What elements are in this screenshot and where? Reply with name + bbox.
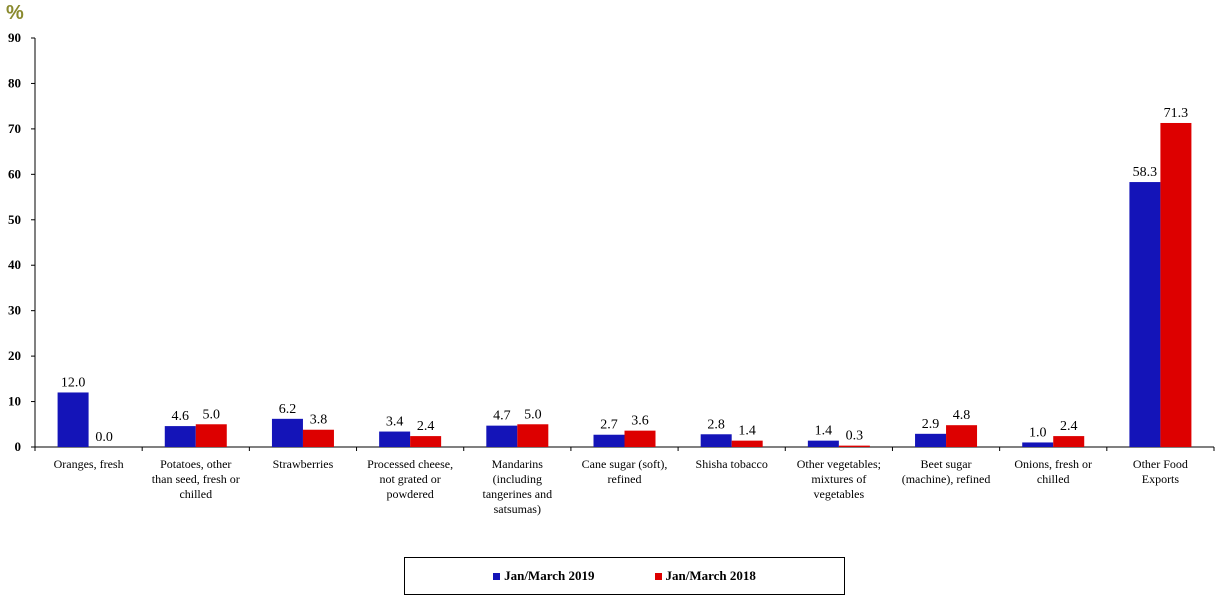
data-label-series-2: 3.8 [310, 413, 328, 428]
legend-item-series-1: Jan/March 2019 [493, 568, 595, 584]
legend-label-series-1: Jan/March 2019 [504, 568, 595, 583]
bar-series-2 [1160, 122, 1192, 447]
legend: Jan/March 2019 Jan/March 2018 [404, 557, 845, 595]
x-category-label: Processed cheese, not grated or powdered [367, 457, 453, 501]
data-label-series-2: 3.6 [631, 414, 649, 429]
x-category-label: Beet sugar (machine), refined [902, 457, 991, 486]
bar-series-2 [195, 424, 227, 447]
bar-series-1 [271, 418, 303, 447]
x-category-label: Oranges, fresh [54, 457, 124, 471]
x-category-label: Other vegetables; mixtures of vegetables [797, 457, 881, 501]
bar-series-2 [624, 430, 656, 447]
data-label-series-1: 1.4 [815, 424, 833, 439]
data-label-series-2: 2.4 [1060, 419, 1078, 434]
y-tick-label: 70 [8, 121, 21, 136]
bar-series-2 [410, 436, 442, 447]
data-label-series-1: 6.2 [279, 402, 297, 417]
data-label-series-2: 71.3 [1164, 106, 1189, 121]
bar-series-2 [517, 424, 549, 447]
bar-series-1 [807, 440, 839, 447]
bar-series-2 [838, 445, 870, 447]
data-label-series-1: 2.8 [707, 417, 725, 432]
legend-item-series-2: Jan/March 2018 [654, 568, 756, 584]
y-tick-label: 10 [8, 394, 21, 409]
y-axis-unit-label: % [6, 2, 24, 24]
bar-series-2 [1053, 436, 1085, 447]
x-category-label: Mandarins (including tangerines and satsuma… [482, 457, 552, 516]
y-tick-label: 20 [8, 348, 21, 363]
data-label-series-1: 12.0 [61, 375, 86, 390]
y-tick-label: 30 [8, 303, 21, 318]
legend-swatch-series-2 [654, 572, 662, 580]
y-tick-label: 0 [15, 439, 22, 454]
bar-series-1 [915, 433, 947, 447]
bar-series-2 [731, 440, 763, 447]
data-label-series-1: 4.6 [172, 409, 190, 424]
x-category-label: Shisha tobacco [696, 457, 768, 471]
x-category-label: Strawberries [273, 457, 334, 471]
y-tick-label: 40 [8, 257, 21, 272]
bar-series-1 [1129, 182, 1161, 447]
bar-series-1 [593, 434, 625, 447]
bar-series-2 [946, 425, 978, 447]
bar-series-1 [57, 392, 89, 447]
data-label-series-1: 2.7 [600, 418, 618, 433]
data-label-series-2: 4.8 [953, 408, 971, 423]
data-label-series-2: 2.4 [417, 419, 435, 434]
x-category-label: Other Food Exports [1133, 457, 1188, 486]
y-tick-label: 60 [8, 166, 21, 181]
legend-label-series-2: Jan/March 2018 [665, 568, 756, 583]
bar-series-1 [379, 431, 411, 447]
bar-series-1 [486, 425, 518, 447]
data-label-series-1: 1.0 [1029, 425, 1047, 440]
bar-series-1 [1022, 442, 1054, 447]
y-tick-label: 90 [8, 30, 21, 45]
data-label-series-1: 4.7 [493, 409, 511, 424]
data-label-series-2: 5.0 [203, 407, 221, 422]
x-category-label: Cane sugar (soft), refined [582, 457, 668, 486]
data-label-series-1: 2.9 [922, 417, 940, 432]
y-tick-label: 80 [8, 75, 21, 90]
data-label-series-2: 5.0 [524, 407, 542, 422]
data-label-series-2: 0.0 [95, 430, 113, 445]
y-tick-label: 50 [8, 212, 21, 227]
data-label-series-2: 1.4 [738, 424, 756, 439]
x-category-label: Onions, fresh or chilled [1014, 457, 1092, 486]
x-category-label: Potatoes, other than seed, fresh or chille… [152, 457, 240, 501]
bar-series-2 [302, 429, 334, 447]
bar-series-1 [700, 434, 732, 447]
data-label-series-2: 0.3 [846, 429, 864, 444]
data-label-series-1: 58.3 [1133, 165, 1158, 180]
data-label-series-1: 3.4 [386, 415, 404, 430]
legend-swatch-series-1 [493, 572, 501, 580]
bar-series-1 [164, 426, 196, 447]
